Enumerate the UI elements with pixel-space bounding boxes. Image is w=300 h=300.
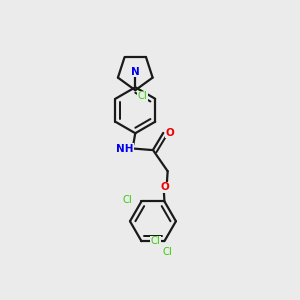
Text: N: N bbox=[131, 67, 140, 77]
Text: Cl: Cl bbox=[138, 92, 148, 101]
Text: Cl: Cl bbox=[151, 236, 160, 246]
Text: NH: NH bbox=[116, 143, 134, 154]
Text: O: O bbox=[165, 128, 174, 138]
Text: Cl: Cl bbox=[122, 195, 132, 205]
Text: O: O bbox=[161, 182, 170, 192]
Text: Cl: Cl bbox=[163, 247, 172, 257]
